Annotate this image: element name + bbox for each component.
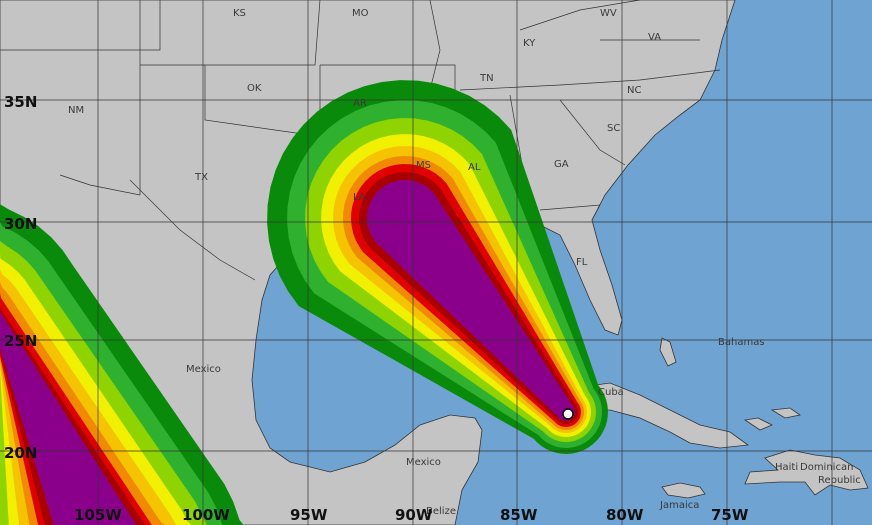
label-nm: NM — [68, 105, 84, 116]
lat-label-30n: 30N — [4, 215, 37, 233]
jamaica — [661, 482, 706, 499]
label-ar: AR — [353, 98, 367, 109]
label-ok: OK — [247, 83, 262, 94]
lon-label-90w: 90W — [395, 506, 433, 524]
lat-label-35n: 35N — [4, 93, 37, 111]
label-la: LA — [353, 192, 366, 203]
label-sc: SC — [607, 123, 620, 134]
gulf-storm-band-8 — [367, 180, 575, 421]
label-haiti: Haiti — [775, 462, 798, 473]
lon-label-75w: 75W — [711, 506, 749, 524]
place-labels: KS MO WV KY VA NM OK TN NC AR SC TX MS A… — [68, 8, 861, 517]
lat-label-25n: 25N — [4, 332, 37, 350]
hispaniola — [744, 449, 869, 496]
bahamas-islands — [659, 337, 801, 431]
label-cuba: Cuba — [598, 387, 624, 398]
label-wv: WV — [600, 8, 617, 19]
label-ky: KY — [523, 38, 536, 49]
label-al: AL — [468, 162, 481, 173]
label-fl: FL — [576, 257, 588, 268]
label-tn: TN — [479, 73, 494, 84]
lon-label-100w: 100W — [182, 506, 230, 524]
latitude-labels: 35N 30N 25N 20N — [4, 93, 37, 462]
label-belize: Belize — [426, 506, 456, 517]
lon-label-95w: 95W — [290, 506, 328, 524]
label-va: VA — [648, 32, 661, 43]
label-jamaica: Jamaica — [659, 500, 699, 511]
lon-label-85w: 85W — [500, 506, 538, 524]
label-mexico-north: Mexico — [186, 364, 221, 375]
label-ga: GA — [554, 159, 569, 170]
lon-label-105w: 105W — [74, 506, 122, 524]
label-nc: NC — [627, 85, 641, 96]
pacific-storm-band-8 — [0, 294, 143, 525]
lon-label-80w: 80W — [606, 506, 644, 524]
longitude-labels: 105W 100W 95W 90W 85W 80W 75W — [74, 506, 749, 524]
label-ms: MS — [416, 160, 431, 171]
label-mexico-south: Mexico — [406, 457, 441, 468]
label-republic: Republic — [818, 475, 861, 486]
storm-center-icon — [562, 408, 574, 420]
wind-probability-swaths — [0, 80, 608, 525]
label-dominican: Dominican — [800, 462, 853, 473]
lat-label-20n: 20N — [4, 444, 37, 462]
label-bahamas: Bahamas — [718, 337, 765, 348]
label-ks: KS — [233, 8, 246, 19]
label-mo: MO — [352, 8, 369, 19]
label-tx: TX — [194, 172, 208, 183]
